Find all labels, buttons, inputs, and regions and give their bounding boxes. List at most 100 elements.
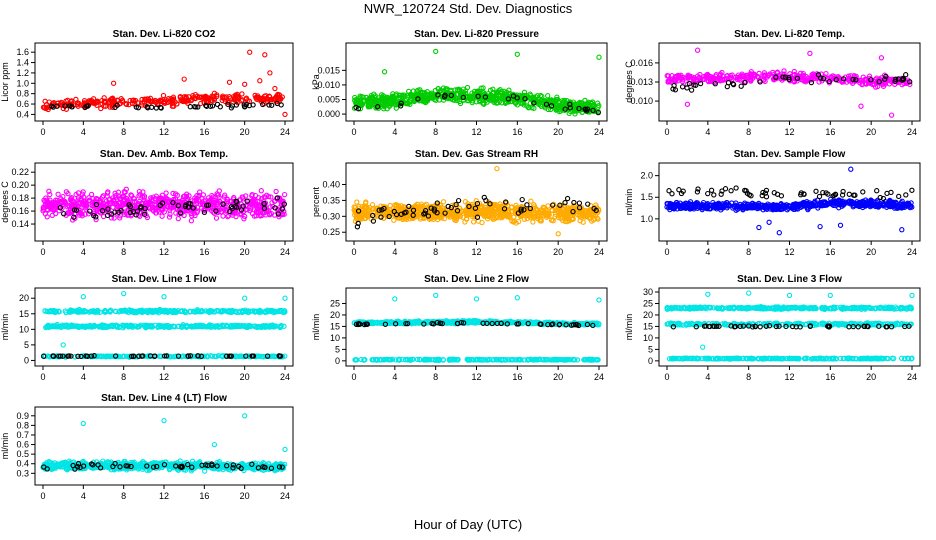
- x-tick-label: 8: [433, 247, 438, 257]
- data-point: [165, 99, 171, 106]
- data-point: [111, 200, 118, 207]
- data-point: [457, 213, 463, 220]
- data-point: [259, 353, 265, 360]
- series-last-24h: [666, 185, 915, 202]
- data-point: [722, 186, 729, 192]
- data-point: [375, 104, 381, 110]
- data-point: [386, 213, 392, 220]
- data-point: [708, 75, 714, 82]
- data-point: [697, 71, 703, 78]
- data-point: [158, 353, 164, 360]
- data-point: [46, 203, 52, 209]
- data-point: [691, 75, 697, 81]
- data-point: [370, 212, 376, 219]
- data-point: [268, 194, 274, 200]
- data-point: [680, 188, 686, 194]
- data-point: [565, 205, 571, 211]
- data-point: [484, 99, 490, 105]
- data-point: [59, 102, 66, 108]
- data-point: [448, 92, 454, 99]
- data-points: [664, 47, 913, 118]
- data-point: [887, 203, 894, 210]
- data-point: [141, 197, 147, 203]
- data-point: [198, 100, 204, 107]
- data-point: [139, 96, 145, 103]
- data-point: [127, 209, 134, 216]
- data-point: [46, 308, 52, 315]
- data-point: [431, 94, 437, 101]
- data-point: [848, 73, 854, 79]
- data-point: [473, 93, 479, 99]
- data-point: [281, 201, 287, 207]
- data-point: [79, 204, 85, 210]
- data-point: [178, 308, 184, 314]
- data-point: [278, 323, 284, 330]
- data-point: [720, 73, 726, 79]
- data-point: [500, 93, 506, 99]
- data-point: [138, 203, 144, 210]
- y-tick-label: 1.4: [16, 58, 29, 68]
- data-point: [168, 198, 175, 204]
- data-point: [391, 217, 397, 223]
- data-point: [56, 208, 62, 214]
- data-point: [246, 102, 253, 109]
- data-point: [380, 93, 386, 99]
- data-point: [67, 103, 73, 109]
- data-point: [362, 215, 368, 222]
- data-point: [175, 323, 182, 329]
- data-point: [773, 206, 779, 213]
- data-point: [888, 112, 895, 118]
- x-tick-label: 12: [471, 247, 481, 257]
- data-point: [711, 192, 717, 198]
- data-point: [226, 79, 233, 85]
- data-point: [527, 205, 533, 212]
- data-point: [125, 324, 132, 330]
- data-point: [130, 309, 136, 315]
- data-point: [40, 205, 46, 211]
- data-points: [40, 290, 288, 360]
- y-tick-label: 0.016: [630, 58, 653, 68]
- data-point: [460, 94, 466, 101]
- data-point: [669, 191, 675, 197]
- y-tick-label: 0.25: [322, 227, 340, 237]
- data-point: [121, 353, 128, 359]
- data-point: [493, 215, 499, 221]
- data-point: [526, 104, 532, 110]
- data-point: [909, 187, 915, 193]
- data-point: [684, 101, 691, 107]
- data-point: [454, 213, 461, 220]
- data-point: [668, 204, 674, 211]
- data-point: [736, 203, 742, 209]
- data-point: [357, 97, 363, 104]
- data-point: [112, 308, 118, 314]
- data-point: [564, 195, 571, 202]
- data-point: [54, 103, 60, 109]
- data-point: [773, 74, 779, 80]
- data-point: [850, 200, 856, 206]
- data-point: [591, 205, 597, 212]
- data-point: [239, 91, 245, 97]
- data-point: [82, 211, 88, 217]
- data-point: [88, 353, 95, 359]
- data-point: [121, 290, 127, 297]
- data-point: [436, 210, 443, 216]
- x-tick-label: 0: [664, 127, 669, 137]
- data-point: [220, 201, 226, 207]
- data-point: [580, 219, 586, 225]
- data-point: [567, 105, 573, 111]
- x-tick-label: 24: [907, 247, 917, 257]
- data-point: [62, 308, 68, 314]
- data-point: [757, 204, 763, 210]
- y-tick-label: 1.0: [16, 78, 29, 88]
- data-point: [724, 83, 730, 90]
- data-point: [509, 204, 515, 210]
- data-point: [211, 203, 217, 209]
- data-point: [760, 189, 766, 196]
- data-point: [694, 189, 701, 195]
- data-point: [264, 353, 271, 359]
- data-point: [903, 192, 909, 198]
- data-point: [582, 208, 588, 214]
- data-point: [448, 204, 454, 211]
- data-point: [213, 208, 219, 214]
